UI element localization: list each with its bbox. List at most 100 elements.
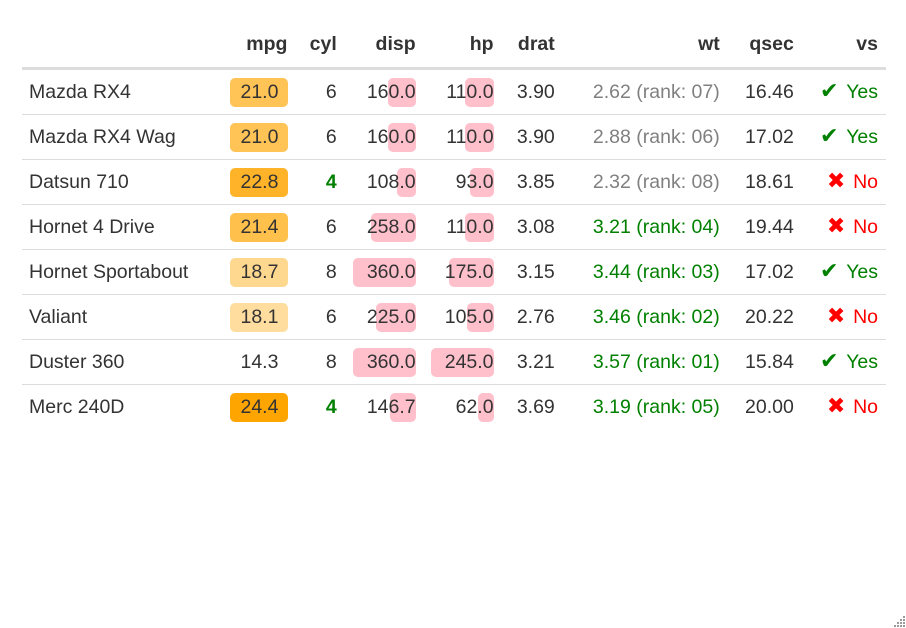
hp-cell: 245.0 (417, 339, 496, 385)
disp-bar-fill (376, 302, 416, 332)
disp-cell: 360.0 (338, 249, 418, 295)
hp-bar: 110.0 (431, 212, 494, 242)
hp-bar-fill (465, 122, 494, 152)
table-row: Duster 360 14.3 8 360.0 245.0 3.21 3.57 (rank:… (22, 339, 886, 385)
cyl-value: 6 (325, 305, 337, 328)
disp-bar-fill (387, 122, 416, 152)
cyl-value: 8 (325, 350, 337, 373)
qsec-cell: 16.46 (721, 68, 796, 115)
cyl-value: 6 (325, 215, 337, 238)
disp-bar: 108.0 (353, 167, 416, 197)
wt-cell: 3.46 (rank: 02) (556, 294, 722, 340)
vs-label: Yes (846, 81, 878, 103)
cross-icon: ✖ (826, 213, 846, 238)
header-drat: drat (495, 22, 557, 70)
resize-grip-icon[interactable] (892, 614, 906, 628)
header-cyl: cyl (289, 22, 339, 70)
hp-value: 110.0 (446, 125, 494, 148)
drat-cell: 3.21 (495, 339, 557, 385)
hp-value: 93.0 (455, 170, 494, 193)
qsec-cell: 18.61 (721, 159, 796, 205)
header-model (22, 22, 211, 70)
car-name: Hornet 4 Drive (22, 204, 211, 250)
hp-bar-fill (448, 257, 494, 287)
disp-bar: 360.0 (352, 257, 416, 287)
disp-cell: 258.0 (338, 204, 418, 250)
drat-cell: 3.15 (495, 249, 557, 295)
disp-cell: 160.0 (338, 114, 418, 160)
table-body: Mazda RX4 21.0 6 160.0 110.0 3.90 2.62 (rank: … (22, 68, 886, 430)
cyl-cell: 6 (289, 68, 339, 115)
disp-bar: 258.0 (353, 212, 416, 242)
mpg-cell: 21.0 (210, 114, 290, 160)
hp-bar: 105.0 (431, 302, 494, 332)
drat-cell: 3.85 (495, 159, 557, 205)
drat-cell: 3.90 (495, 68, 557, 115)
hp-value: 105.0 (444, 305, 494, 328)
hp-value: 110.0 (446, 80, 494, 103)
cyl-value: 6 (325, 125, 337, 148)
hp-bar-fill (477, 392, 494, 422)
cyl-cell: 4 (289, 159, 339, 205)
check-icon: ✔ (819, 258, 839, 283)
header-wt: wt (556, 22, 722, 70)
wt-cell: 2.88 (rank: 06) (556, 114, 722, 160)
mpg-tile: 14.3 (230, 347, 289, 377)
disp-bar-fill (370, 212, 416, 242)
mpg-tile: 24.4 (230, 392, 289, 422)
wt-cell: 3.57 (rank: 01) (556, 339, 722, 385)
vs-cell: ✔ Yes (795, 68, 886, 115)
drat-cell: 3.69 (516, 395, 555, 418)
vs-label: No (853, 396, 878, 418)
disp-bar-fill (387, 77, 416, 107)
car-name: Mazda RX4 Wag (22, 114, 211, 160)
header-row: mpg cyl disp hp drat wt qsec vs (22, 22, 886, 70)
mtcars-formattable: mpg cyl disp hp drat wt qsec vs Mazda RX… (22, 22, 886, 429)
hp-bar-fill (469, 167, 494, 197)
disp-bar: 360.0 (352, 347, 416, 377)
mpg-cell: 24.4 (210, 385, 289, 430)
mpg-tile: 21.0 (230, 77, 289, 107)
hp-bar: 93.0 (431, 167, 494, 197)
cross-icon: ✖ (826, 393, 846, 418)
disp-cell: 360.0 (338, 339, 418, 385)
cyl-cell: 8 (289, 249, 339, 295)
table-row: Datsun 710 22.8 4 108.0 93.0 3.85 2.32 (rank: … (22, 159, 886, 205)
wt-cell: 3.19 (rank: 05) (592, 395, 720, 418)
vs-cell: ✖ No (795, 294, 886, 340)
hp-cell: 110.0 (417, 204, 496, 250)
vs-cell: ✔ Yes (795, 114, 886, 160)
hp-cell: 110.0 (417, 114, 496, 160)
disp-bar: 225.0 (353, 302, 416, 332)
disp-cell: 160.0 (338, 68, 418, 115)
hp-bar: 62.0 (431, 392, 494, 422)
check-icon: ✔ (819, 78, 839, 103)
hp-cell: 175.0 (417, 249, 496, 295)
car-name: Valiant (22, 294, 211, 340)
cyl-cell: 6 (289, 114, 339, 160)
cyl-cell: 6 (289, 204, 339, 250)
hp-bar: 110.0 (431, 77, 494, 107)
header-disp: disp (338, 22, 418, 70)
car-name: Merc 240D (29, 395, 125, 418)
cyl-value: 4 (325, 170, 337, 193)
hp-bar-fill (465, 212, 494, 242)
disp-value: 360.0 (366, 350, 416, 373)
car-name: Hornet Sportabout (22, 249, 211, 295)
drat-cell: 2.76 (495, 294, 557, 340)
hp-value: 175.0 (444, 260, 494, 283)
disp-value: 258.0 (366, 215, 416, 238)
wt-cell: 2.62 (rank: 07) (556, 68, 722, 115)
mpg-cell: 18.7 (210, 249, 290, 295)
disp-bar-fill (352, 347, 416, 377)
hp-cell: 110.0 (417, 68, 496, 115)
mpg-cell: 21.0 (210, 68, 290, 115)
header-hp: hp (417, 22, 496, 70)
wt-cell: 3.21 (rank: 04) (556, 204, 722, 250)
cyl-value: 8 (325, 260, 337, 283)
vs-label: Yes (846, 261, 878, 283)
disp-bar: 160.0 (353, 122, 416, 152)
cyl-value: 4 (325, 395, 337, 418)
car-name: Datsun 710 (22, 159, 211, 205)
vs-label: No (853, 216, 878, 238)
